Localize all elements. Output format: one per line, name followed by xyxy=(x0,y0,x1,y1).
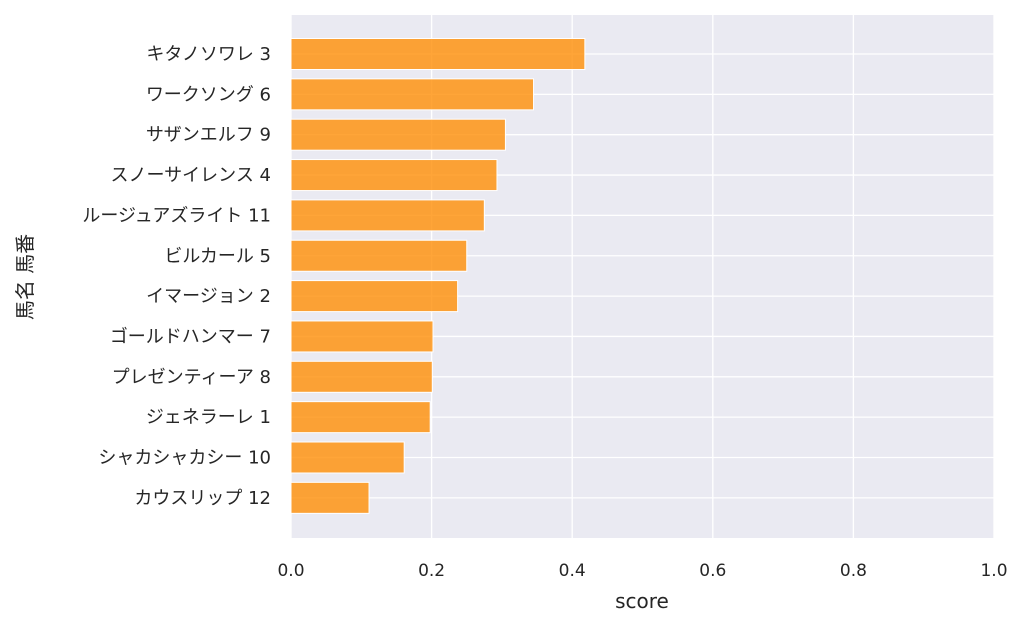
category-label: サザンエルフ 9 xyxy=(146,125,271,146)
bar xyxy=(290,78,535,111)
category-label: イマージョン 2 xyxy=(146,286,271,307)
category-label: カウスリップ 12 xyxy=(134,488,271,509)
bar xyxy=(290,320,434,353)
x-tick-label: 0.4 xyxy=(559,561,586,581)
bar xyxy=(290,199,485,232)
x-tick-label: 1.0 xyxy=(980,561,1007,581)
category-label: ワークソング 6 xyxy=(146,84,271,105)
x-tick-labels: 0.0 0.2 0.4 0.6 0.8 1.0 xyxy=(277,561,1007,581)
category-label: ビルカール 5 xyxy=(164,246,271,267)
category-label: ジェネラーレ 1 xyxy=(146,407,271,428)
x-axis-title: score xyxy=(615,589,669,613)
bar xyxy=(290,401,431,434)
bar xyxy=(290,441,405,474)
bar xyxy=(290,481,370,514)
x-tick-label: 0.0 xyxy=(277,561,304,581)
bar xyxy=(290,360,433,393)
category-label: ルージュアズライト 11 xyxy=(82,205,271,226)
category-label: キタノソワレ 3 xyxy=(146,44,271,65)
category-label: プレゼンティーア 8 xyxy=(112,367,271,388)
bar xyxy=(290,118,506,151)
y-axis-title: 馬名 馬番 xyxy=(13,234,37,320)
bar xyxy=(290,239,468,272)
x-tick-label: 0.8 xyxy=(840,561,867,581)
bar xyxy=(290,38,586,70)
bars xyxy=(290,38,586,514)
bar xyxy=(290,159,498,192)
category-label: ゴールドハンマー 7 xyxy=(110,326,271,347)
category-label: シャカシャカシー 10 xyxy=(98,448,271,469)
x-tick-label: 0.6 xyxy=(699,561,726,581)
x-tick-label: 0.2 xyxy=(418,561,445,581)
bar xyxy=(290,280,459,313)
category-labels: キタノソワレ 3 ワークソング 6 サザンエルフ 9 スノーサイレンス 4 ルージュアズ… xyxy=(82,44,271,509)
category-label: スノーサイレンス 4 xyxy=(111,165,271,186)
